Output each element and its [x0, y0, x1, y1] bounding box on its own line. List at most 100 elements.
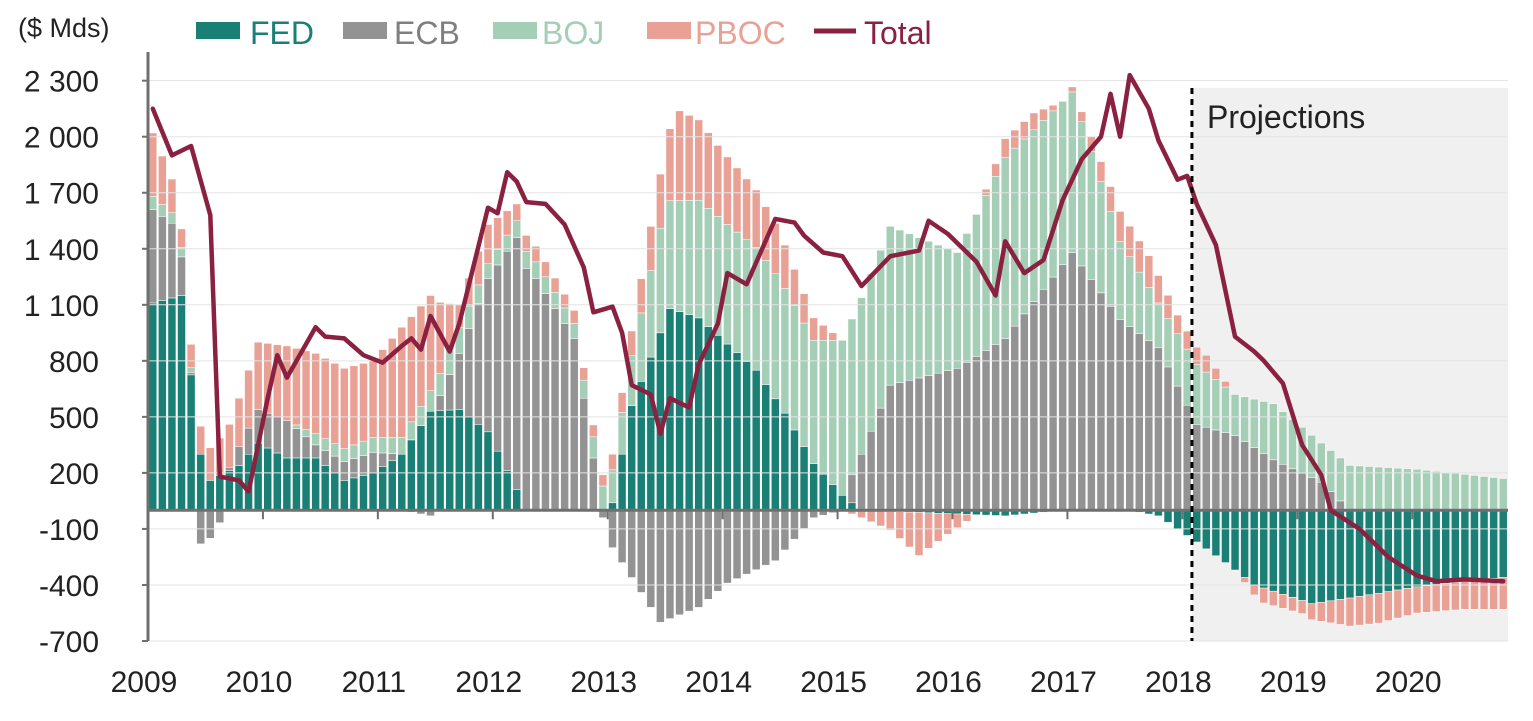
bar-pboc: [751, 189, 761, 248]
bar-fed: [818, 473, 828, 511]
bar-pboc: [225, 424, 234, 468]
bar-ecb: [378, 452, 387, 467]
bar-boj: [512, 220, 521, 238]
bar-fed: [713, 335, 723, 511]
bar-ecb: [886, 384, 895, 511]
bar-boj: [704, 208, 713, 327]
bar-boj: [732, 231, 742, 353]
bar-fed: [196, 453, 205, 511]
bar-boj: [320, 438, 330, 451]
bar-ecb: [1000, 338, 1010, 511]
bar-boj: [1460, 474, 1470, 511]
bar-ecb: [1278, 464, 1288, 511]
bar-pboc: [895, 511, 905, 539]
bar-ecb: [1269, 459, 1278, 511]
bar-boj: [158, 204, 167, 217]
bar-pboc: [186, 344, 196, 368]
bar-fed: [1364, 510, 1374, 596]
bar-pboc: [1039, 108, 1048, 121]
bar-ecb: [1221, 432, 1230, 511]
bar-ecb: [1029, 301, 1039, 511]
bar-pboc: [1077, 111, 1087, 123]
bar-ecb: [857, 453, 866, 511]
bar-pboc: [598, 474, 608, 487]
bar-boj: [1077, 121, 1087, 267]
bar-pboc: [818, 325, 828, 341]
bar-fed: [790, 429, 799, 511]
bar-boj: [1451, 473, 1460, 511]
y-tick-label: 200: [49, 458, 99, 491]
bar-ecb: [387, 453, 397, 461]
bar-boj: [1115, 241, 1125, 320]
bar-ecb: [1154, 347, 1163, 511]
bar-pboc: [502, 210, 512, 236]
bar-ecb: [895, 382, 905, 511]
bar-boj: [876, 249, 885, 409]
bar-ecb: [905, 380, 914, 511]
bar-boj: [933, 244, 943, 374]
bar-pboc: [569, 310, 579, 324]
bar-pboc: [1364, 594, 1374, 625]
bar-ecb: [148, 209, 158, 304]
bar-ecb: [866, 430, 876, 511]
bar-fed: [340, 480, 349, 511]
bar-fed: [397, 453, 407, 511]
bar-fed: [206, 480, 215, 511]
y-tick-label: 2 300: [24, 66, 99, 99]
bar-pboc: [359, 363, 368, 442]
bar-pboc: [253, 341, 263, 410]
bar-boj: [828, 340, 838, 485]
bar-pboc: [1498, 577, 1508, 610]
series-line-total: [150, 72, 1506, 584]
bar-fed: [1230, 510, 1240, 571]
bar-boj: [359, 440, 368, 456]
bar-fed: [148, 302, 158, 511]
bar-pboc: [799, 293, 809, 324]
bar-pboc: [301, 350, 311, 430]
bar-boj: [1010, 147, 1020, 327]
x-tick-label: 2014: [685, 666, 752, 699]
legend-label-total: Total: [864, 15, 932, 51]
bar-pboc: [196, 425, 205, 455]
bar-boj: [148, 196, 158, 210]
bar-ecb: [330, 455, 339, 474]
bar-pboc: [1422, 585, 1431, 613]
bar-fed: [1384, 510, 1393, 592]
bar-pboc: [1020, 121, 1029, 140]
bar-boj: [397, 437, 407, 455]
bar-pboc: [1000, 138, 1010, 158]
bar-pboc: [340, 368, 349, 449]
bar-boj: [1029, 129, 1039, 302]
bar-ecb: [1297, 473, 1307, 511]
bar-ecb: [646, 510, 656, 608]
bar-fed: [1431, 510, 1441, 585]
x-tick-label: 2019: [1260, 666, 1327, 699]
bar-boj: [742, 239, 751, 362]
bar-fed: [1269, 510, 1278, 592]
bar-fed: [1249, 510, 1259, 586]
bar-ecb: [282, 420, 292, 459]
bar-boj: [426, 390, 435, 412]
bar-pboc: [732, 167, 742, 233]
bar-boj: [953, 252, 962, 369]
bar-boj: [1422, 469, 1431, 511]
bar-pboc: [809, 317, 818, 341]
bar-ecb: [158, 216, 167, 301]
bar-pboc: [1135, 240, 1144, 273]
bar-fed: [512, 489, 521, 511]
bar-fed: [426, 411, 435, 511]
bar-fed: [646, 356, 656, 511]
x-tick-label: 2017: [1030, 666, 1097, 699]
bar-ecb: [512, 237, 521, 490]
bar-ecb: [924, 375, 933, 511]
bar-boj: [522, 251, 531, 269]
bar-pboc: [426, 295, 435, 391]
bar-fed: [407, 439, 416, 511]
bar-pboc: [742, 178, 751, 240]
bar-boj: [1393, 467, 1403, 511]
bar-fed: [445, 409, 454, 511]
bar-pboc: [1067, 86, 1077, 93]
bar-pboc: [1182, 330, 1192, 350]
bar-pboc: [675, 110, 684, 201]
bar-pboc: [780, 244, 790, 289]
